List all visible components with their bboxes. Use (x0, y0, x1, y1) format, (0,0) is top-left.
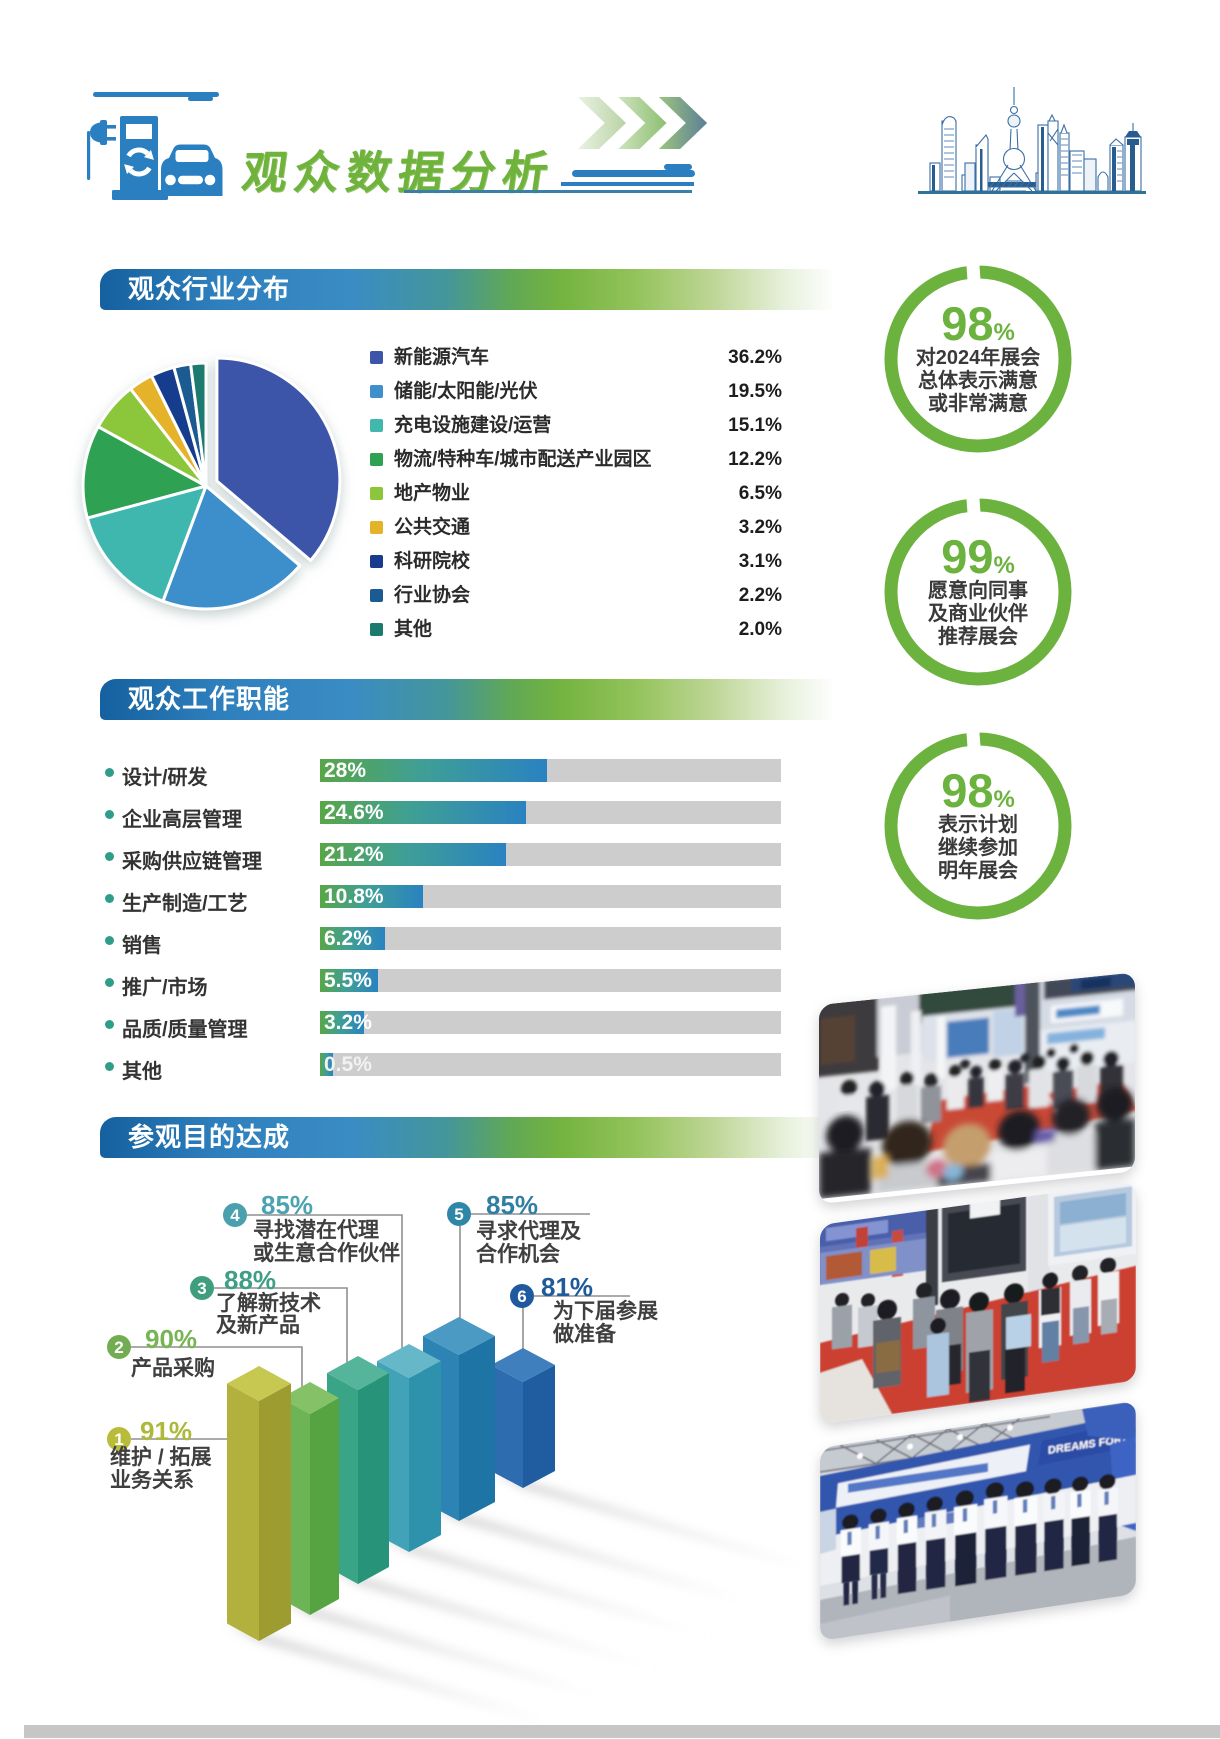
svg-text:2: 2 (114, 1338, 123, 1357)
svg-text:3: 3 (197, 1279, 206, 1298)
svg-text:1: 1 (114, 1430, 123, 1449)
svg-text:5: 5 (454, 1205, 463, 1224)
svg-text:4: 4 (230, 1206, 240, 1225)
svg-text:6: 6 (517, 1287, 526, 1306)
